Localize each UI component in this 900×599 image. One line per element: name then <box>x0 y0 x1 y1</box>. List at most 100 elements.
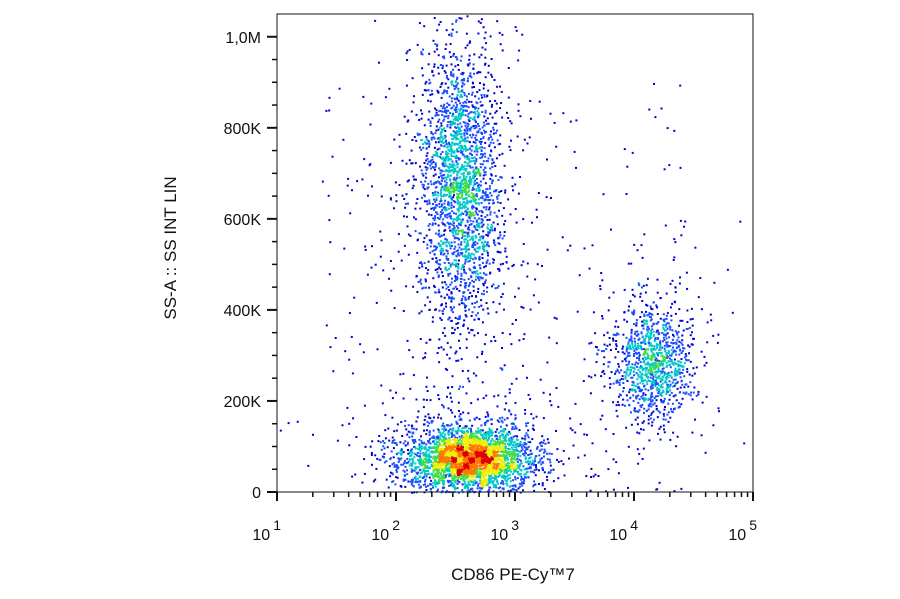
data-point <box>421 265 424 268</box>
data-point <box>449 484 452 487</box>
data-point <box>391 416 394 419</box>
data-point <box>443 443 446 446</box>
data-point <box>441 209 444 211</box>
data-point <box>443 460 446 463</box>
data-point <box>455 444 458 447</box>
data-point <box>425 267 427 270</box>
data-point <box>507 439 510 442</box>
data-point <box>468 490 471 492</box>
data-point <box>450 124 453 127</box>
data-point <box>406 180 409 183</box>
data-point <box>480 140 483 143</box>
data-point <box>419 280 422 283</box>
data-point <box>461 163 464 166</box>
data-point <box>468 228 471 231</box>
data-point <box>461 427 464 430</box>
data-point <box>424 166 427 169</box>
data-point <box>458 452 461 455</box>
data-point <box>420 261 423 264</box>
data-point <box>474 162 476 165</box>
data-point <box>483 457 486 460</box>
data-point <box>490 149 492 152</box>
data-point <box>518 467 521 470</box>
data-point <box>404 465 407 468</box>
data-point <box>467 191 470 194</box>
data-point <box>519 483 522 486</box>
data-point <box>471 235 474 238</box>
data-point <box>447 286 450 288</box>
data-point <box>461 90 464 93</box>
data-point <box>423 419 426 421</box>
data-point <box>453 241 456 244</box>
data-point <box>472 483 475 486</box>
data-point <box>465 441 468 444</box>
data-point <box>466 257 469 260</box>
data-point <box>420 109 422 112</box>
data-point <box>505 451 508 454</box>
data-point <box>428 430 431 433</box>
data-point <box>443 107 446 110</box>
data-point <box>418 232 421 235</box>
data-point <box>396 465 399 468</box>
data-point <box>452 468 455 471</box>
data-point <box>422 174 425 177</box>
data-point <box>487 196 490 199</box>
data-point <box>493 92 496 95</box>
data-point <box>422 483 425 486</box>
data-point <box>442 457 444 460</box>
data-point <box>492 301 495 304</box>
data-point <box>502 282 505 285</box>
data-point <box>429 251 432 254</box>
data-point <box>484 245 487 247</box>
data-point <box>424 280 427 283</box>
data-point <box>441 453 444 455</box>
data-point <box>522 452 524 455</box>
data-point <box>482 467 485 470</box>
data-point <box>442 218 445 221</box>
data-point <box>488 452 491 455</box>
data-point <box>424 172 427 175</box>
data-point <box>437 476 440 478</box>
data-point <box>445 466 448 469</box>
data-point <box>455 31 458 34</box>
data-point <box>448 163 451 166</box>
data-point <box>486 419 489 422</box>
data-point <box>415 471 418 474</box>
data-point <box>583 454 586 457</box>
data-point <box>460 442 463 445</box>
data-point <box>524 412 527 415</box>
data-point <box>486 187 489 190</box>
data-point <box>542 451 545 454</box>
data-point <box>440 122 443 125</box>
data-point <box>475 470 478 473</box>
data-point <box>492 486 495 488</box>
data-point <box>431 117 434 120</box>
data-point <box>466 240 469 243</box>
data-point <box>513 427 516 430</box>
data-point <box>454 415 456 418</box>
data-point <box>469 475 472 478</box>
data-point <box>468 171 471 174</box>
data-point <box>464 433 467 436</box>
data-point <box>425 473 428 475</box>
data-point <box>467 106 470 109</box>
data-point <box>524 473 527 476</box>
data-point <box>468 189 470 192</box>
data-point <box>442 438 445 441</box>
data-point <box>482 437 485 440</box>
data-point <box>464 454 467 457</box>
data-point <box>589 489 592 492</box>
data-point <box>487 470 490 473</box>
data-point <box>529 470 532 473</box>
data-point <box>477 332 479 335</box>
data-point <box>449 144 451 147</box>
data-point <box>450 149 453 152</box>
data-point <box>450 460 453 463</box>
data-point <box>446 490 448 493</box>
data-point <box>458 126 461 129</box>
data-point <box>445 241 448 244</box>
data-point <box>403 459 406 462</box>
data-point <box>455 115 458 118</box>
data-point <box>393 465 396 468</box>
data-point <box>432 463 435 466</box>
